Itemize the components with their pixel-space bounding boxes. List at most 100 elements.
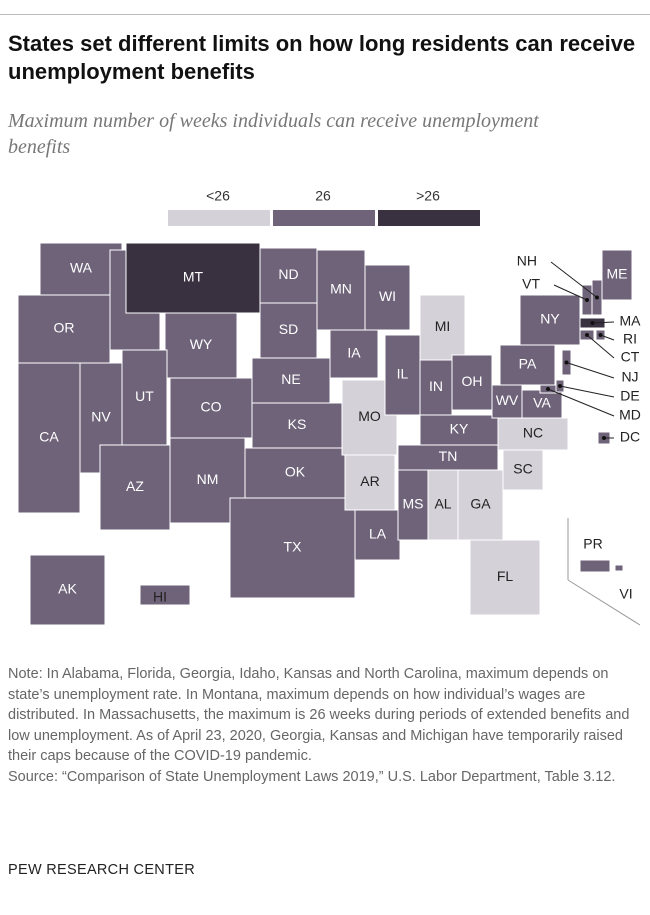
state [601,249,633,301]
legend-label: <26 [206,188,230,204]
leader-dot [546,387,550,391]
state [259,247,318,304]
state [99,444,171,531]
leader-line [566,362,615,379]
top-rule [0,14,650,15]
legend-swatch [378,210,480,226]
state [384,334,421,416]
leader-dot [590,321,595,325]
state [451,354,493,411]
leader-line [559,385,615,398]
state-label: VT [522,276,540,292]
leader-line [600,334,615,341]
state-label: NJ [621,369,638,385]
state-label: GA [470,496,491,512]
state-label: KS [288,416,307,432]
state-label: WA [70,260,93,276]
footer: PEW RESEARCH CENTER [8,862,195,878]
state-label: PA [519,356,537,372]
state-label: ND [278,266,298,282]
state-label: SC [513,461,532,477]
note-text: Note: In Alabama, Florida, Georgia, Idah… [8,666,630,764]
state [139,584,191,606]
state [39,242,123,296]
state-label: AR [360,473,379,489]
state-label: MA [620,313,642,329]
note: Note: In Alabama, Florida, Georgia, Idah… [8,664,648,787]
leader-line [547,388,615,417]
state [169,377,253,439]
state [17,294,111,364]
state-label: RI [623,331,637,347]
leader-dot [585,298,589,302]
state [329,329,379,379]
state-label: MI [435,318,451,334]
state [614,564,624,572]
state [579,559,611,573]
state [419,414,499,446]
state [17,362,81,514]
state [497,417,569,451]
legend-label: >26 [416,188,440,204]
state [316,249,366,331]
state-label: MS [403,496,424,512]
state [419,359,453,416]
state-label: TN [439,448,458,464]
map: <2626>26WAORCANVIDMTWYUTCOAZNMNDSDNEKSOK… [17,188,642,626]
source: Source: “Comparison of State Unemploymen… [8,768,616,785]
inset-border [567,579,641,626]
state [499,344,556,386]
state-label: NV [91,409,111,425]
state-label: FL [497,568,514,584]
leader-dot [558,384,562,388]
state [502,449,544,491]
state-label: MT [183,269,204,285]
leader-dot [595,295,599,300]
state [397,469,429,541]
leader-line [553,284,588,301]
state [491,384,523,419]
legend-swatch [273,210,375,226]
state-label: NM [197,471,219,487]
state-label: UT [135,388,154,404]
state-label: WY [190,336,213,352]
state [519,294,581,346]
state-label: LA [369,526,387,542]
state-label: DC [620,429,640,445]
state-label: WV [496,392,519,408]
state-label: DE [620,388,639,404]
state [427,469,459,541]
state-label: MN [330,281,352,297]
leader-dot [585,333,589,337]
state [251,402,343,449]
state-label: NC [523,425,543,441]
state-label: MO [358,408,381,424]
state-label: IN [429,378,443,394]
leader-dot [602,436,606,440]
leader-line [586,334,615,359]
state [521,389,563,419]
subtitle: Maximum number of weeks individuals can … [8,110,539,158]
legend-label: 26 [315,188,331,204]
leader-line [550,261,598,298]
state [469,539,541,616]
state-label: ME [607,266,628,282]
leader-dot [564,360,569,365]
state-label: IA [347,345,361,361]
state-label: AZ [126,478,144,494]
state [259,302,318,359]
state-label: IL [397,366,409,382]
state-label: CA [39,429,59,445]
state-label: NY [540,311,560,327]
title: States set different limits on how long … [8,31,636,84]
leader-line [592,321,615,324]
state [344,454,396,511]
state-label: AK [58,581,77,597]
state-label: WI [379,288,396,304]
state-label: CT [621,349,640,365]
state-label: OK [285,464,306,480]
state [229,497,356,599]
state-label: VI [619,586,632,602]
state-label: HI [153,589,167,605]
